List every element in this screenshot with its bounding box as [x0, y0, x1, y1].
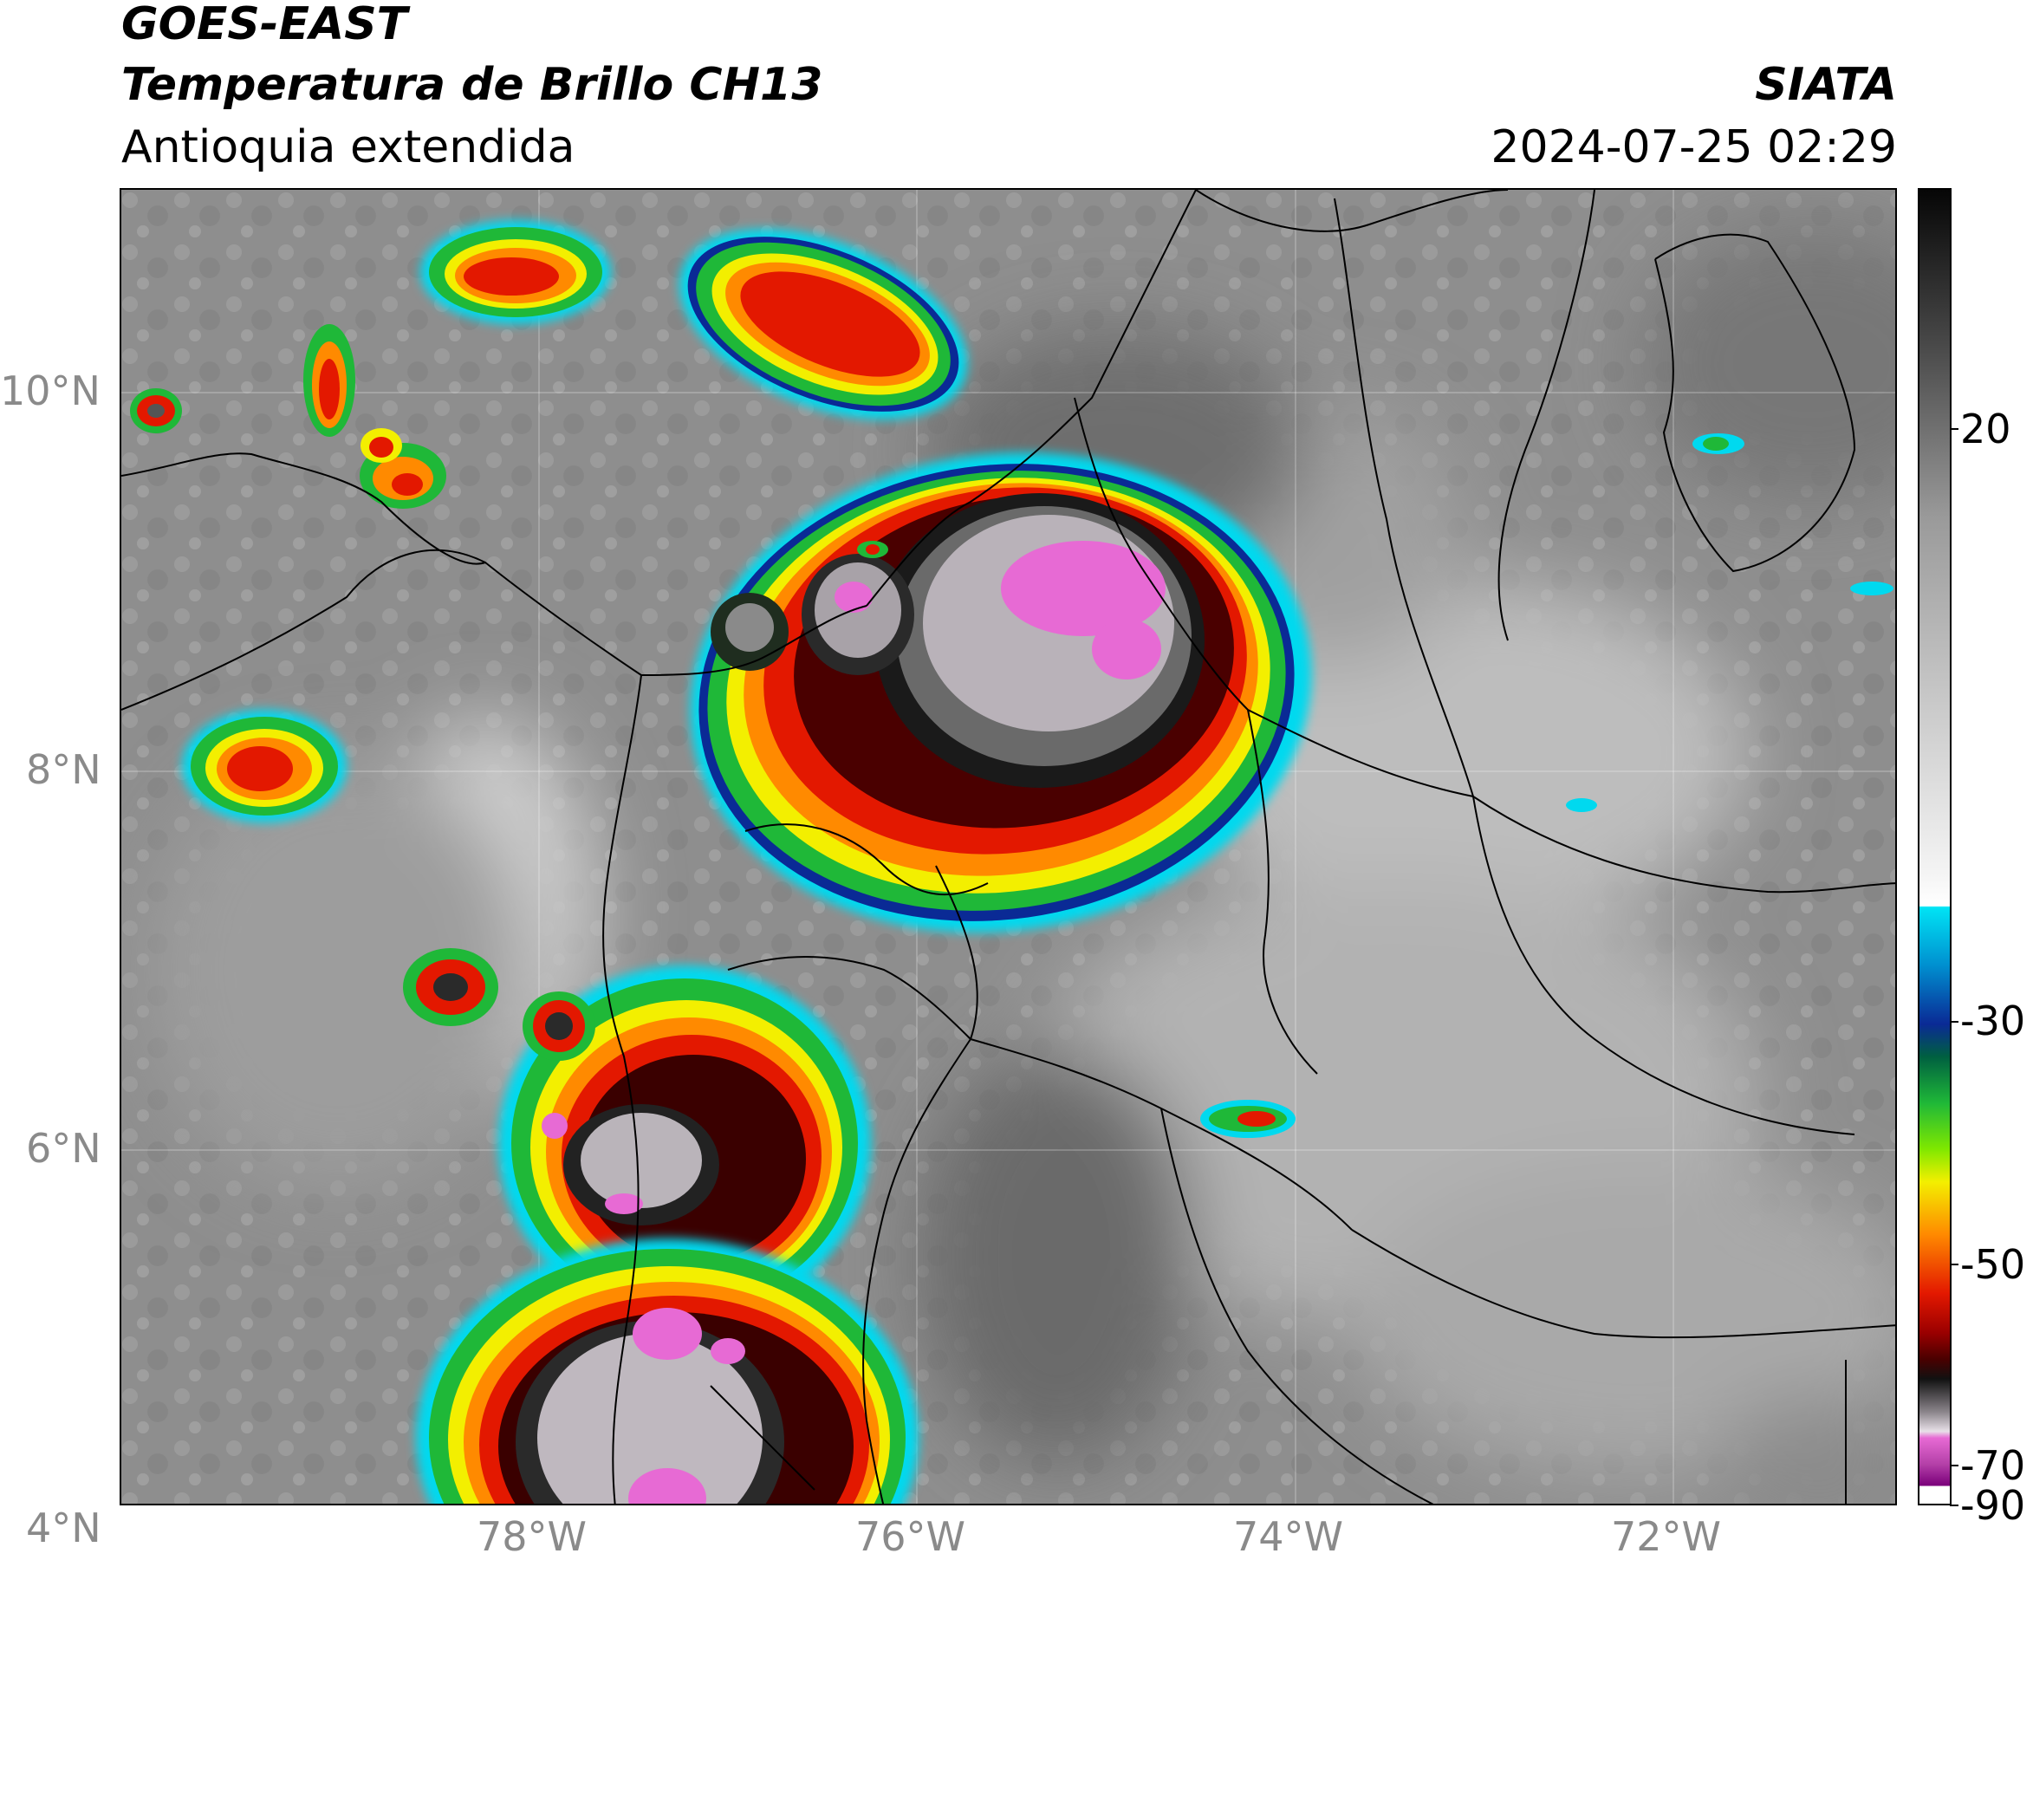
colorbar-label-20: 20: [1960, 406, 2011, 452]
colorbar-label-minus90: -90: [1960, 1482, 2026, 1529]
colorbar-label-minus30: -30: [1960, 998, 2026, 1044]
storm-far-south: [416, 1238, 919, 1504]
colorbar-label-minus70: -70: [1960, 1442, 2026, 1489]
satellite-title: GOES-EAST: [121, 0, 408, 50]
storm-west: [130, 324, 595, 1061]
map-canvas: [121, 190, 1895, 1504]
storm-southern: [498, 965, 871, 1321]
storm-cells: [130, 220, 1893, 1504]
lat-label-4n: 4°N: [26, 1505, 101, 1551]
lon-label-74w: 74°W: [1233, 1513, 1344, 1560]
storm-north: [679, 229, 968, 419]
timestamp: 2024-07-25 02:29: [1491, 121, 1897, 173]
political-borders: [121, 190, 1895, 1504]
lon-label-76w: 76°W: [855, 1513, 966, 1560]
lat-label-6n: 6°N: [26, 1125, 101, 1172]
satellite-map: [120, 188, 1897, 1505]
region-subtitle: Antioquia extendida: [121, 121, 575, 173]
lon-label-72w: 72°W: [1611, 1513, 1722, 1560]
organization-label: SIATA: [1755, 59, 1897, 111]
storm-central: [690, 452, 1312, 1138]
temperature-colorbar: [1918, 188, 1952, 1505]
colorbar-tick: [1950, 1505, 1958, 1506]
storm-specks: [857, 433, 1893, 812]
colorbar-tick: [1950, 428, 1958, 430]
colorbar-label-minus50: -50: [1960, 1241, 2026, 1288]
colorbar-tick: [1950, 1264, 1958, 1265]
lon-label-78w: 78°W: [477, 1513, 588, 1560]
colorbar-tick: [1950, 1021, 1958, 1023]
colorbar-tick: [1950, 1465, 1958, 1466]
storm-northwest: [420, 220, 611, 324]
lat-label-10n: 10°N: [0, 367, 101, 414]
lat-label-8n: 8°N: [26, 746, 101, 793]
product-title: Temperatura de Brillo CH13: [121, 59, 823, 111]
